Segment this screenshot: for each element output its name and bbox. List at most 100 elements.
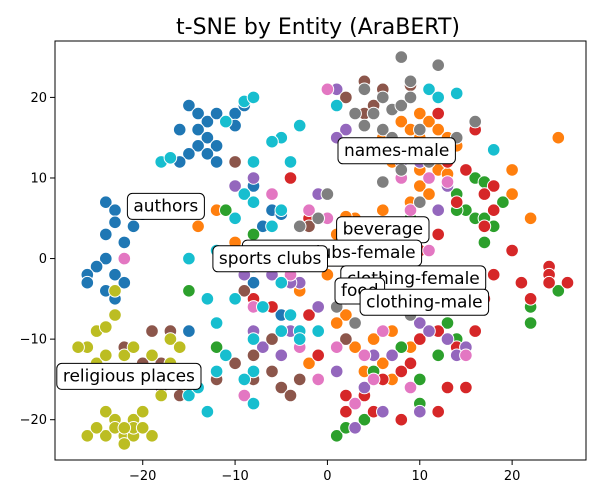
scatter-point xyxy=(413,316,427,330)
scatter-point xyxy=(302,308,316,322)
scatter-point xyxy=(311,348,326,363)
scatter-point xyxy=(486,143,501,157)
scatter-point xyxy=(237,372,252,387)
scatter-point xyxy=(71,340,85,355)
scatter-point xyxy=(145,348,159,363)
scatter-point xyxy=(348,106,362,121)
scatter-point xyxy=(366,372,381,387)
scatter-point xyxy=(431,106,446,121)
scatter-point xyxy=(209,316,224,330)
scatter-point xyxy=(135,404,150,419)
scatter-point xyxy=(246,171,261,185)
scatter-point xyxy=(145,324,159,338)
scatter-point xyxy=(209,340,224,355)
scatter-point xyxy=(126,219,141,234)
scatter-point xyxy=(505,187,519,201)
scatter-point xyxy=(283,155,298,169)
annotation-box xyxy=(126,192,205,220)
scatter-point xyxy=(302,356,316,371)
annotation: religious places xyxy=(56,362,202,390)
scatter-point xyxy=(376,356,390,371)
scatter-point xyxy=(394,364,409,379)
scatter-point xyxy=(117,421,132,435)
scatter-point xyxy=(329,98,344,113)
scatter-point xyxy=(311,300,326,314)
scatter-point xyxy=(403,356,418,371)
scatter-point xyxy=(329,364,344,379)
scatter-point xyxy=(394,98,409,113)
scatter-point xyxy=(246,155,261,169)
scatter-point xyxy=(431,203,446,217)
annotation-label: sports clubs xyxy=(219,249,322,269)
x-tick-label: −10 xyxy=(221,469,248,484)
scatter-point xyxy=(376,122,390,137)
scatter-point xyxy=(551,130,566,145)
scatter-point xyxy=(514,275,529,290)
scatter-point xyxy=(200,114,215,129)
scatter-point xyxy=(440,316,455,330)
scatter-point xyxy=(99,251,113,266)
scatter-point xyxy=(459,348,473,363)
scatter-point xyxy=(237,284,252,298)
scatter-point xyxy=(413,372,427,387)
scatter-point xyxy=(376,203,390,217)
scatter-point xyxy=(228,292,242,306)
scatter-point xyxy=(219,203,233,217)
annotation: sports clubs xyxy=(212,245,328,273)
scatter-point xyxy=(394,114,409,129)
scatter-point xyxy=(551,284,566,298)
scatter-point xyxy=(311,324,326,338)
scatter-point xyxy=(376,404,390,419)
scatter-point xyxy=(99,404,113,419)
scatter-point xyxy=(320,187,335,201)
y-tick-label: −10 xyxy=(20,333,47,348)
scatter-point xyxy=(440,175,455,189)
scatter-point xyxy=(431,348,446,363)
scatter-point xyxy=(486,179,501,193)
scatter-point xyxy=(505,243,519,258)
scatter-point xyxy=(357,380,372,395)
scatter-point xyxy=(117,348,132,363)
scatter-point xyxy=(182,324,196,338)
scatter-point xyxy=(228,356,242,371)
scatter-point xyxy=(237,388,252,403)
scatter-point xyxy=(523,316,538,330)
scatter-point xyxy=(89,421,104,435)
scatter-point xyxy=(339,308,353,322)
scatter-point xyxy=(348,316,362,330)
scatter-point xyxy=(108,284,122,298)
scatter-point xyxy=(486,267,501,282)
scatter-point xyxy=(394,412,409,427)
scatter-point xyxy=(209,364,224,379)
scatter-point xyxy=(422,171,436,185)
scatter-point xyxy=(329,429,344,443)
scatter-point xyxy=(200,292,215,306)
scatter-point xyxy=(256,340,270,355)
scatter-point xyxy=(459,163,473,177)
scatter-point xyxy=(357,348,372,363)
scatter-point xyxy=(422,187,436,201)
scatter-point xyxy=(348,396,362,411)
scatter-point xyxy=(283,171,298,185)
scatter-point xyxy=(209,155,224,169)
scatter-point xyxy=(283,308,298,322)
annotation: clothing-male xyxy=(359,288,490,316)
scatter-point xyxy=(246,275,261,290)
scatter-point xyxy=(163,151,178,165)
annotation-box xyxy=(212,245,328,273)
y-tick-label: 10 xyxy=(30,171,47,186)
scatter-point xyxy=(80,429,95,443)
scatter-point xyxy=(339,90,353,105)
scatter-point xyxy=(182,98,196,113)
y-tick-label: 20 xyxy=(30,91,47,106)
scatter-point xyxy=(228,211,242,226)
annotation-label: beverage xyxy=(343,220,423,240)
scatter-point xyxy=(302,203,316,217)
x-tick-label: 0 xyxy=(323,469,331,484)
annotation-label: authors xyxy=(133,196,198,216)
scatter-point xyxy=(394,340,409,355)
scatter-point xyxy=(117,235,132,250)
scatter-point xyxy=(339,388,353,403)
scatter-point xyxy=(348,421,362,435)
